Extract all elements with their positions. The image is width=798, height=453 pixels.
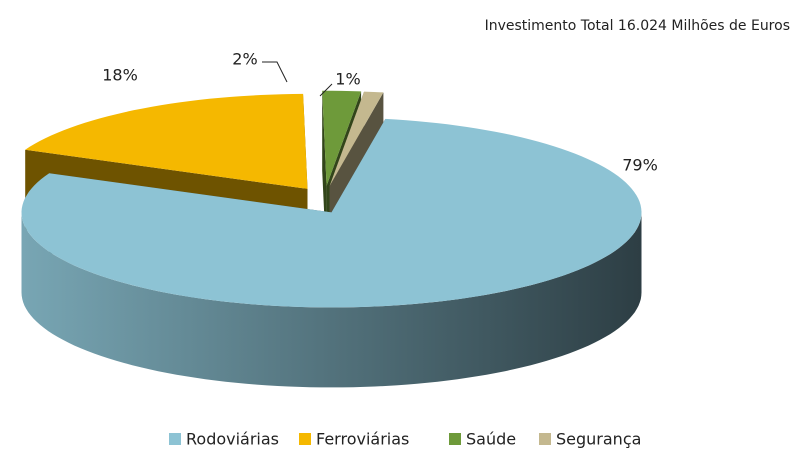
legend-label: Saúde [466, 430, 516, 449]
legend-swatch [449, 433, 461, 445]
leader-line [262, 61, 288, 83]
slice-top [21, 118, 642, 308]
chart-title: Investimento Total 16.024 Milhões de Eur… [485, 18, 790, 34]
legend-label: Rodoviárias [186, 430, 279, 449]
data-label: 2% [232, 50, 257, 69]
data-label: 1% [335, 70, 360, 89]
legend-swatch [539, 433, 551, 445]
slice-top [322, 90, 362, 186]
slice-top [329, 91, 384, 186]
legend-swatch [169, 433, 181, 445]
leader-line [319, 83, 333, 97]
data-label: 18% [102, 66, 138, 85]
slice-top [25, 93, 308, 189]
legend-swatch [299, 433, 311, 445]
legend-label: Segurança [556, 430, 641, 449]
data-label: 79% [622, 156, 658, 175]
slice-side [21, 212, 642, 388]
pie-slice [21, 118, 642, 388]
legend-label: Ferroviárias [316, 430, 409, 449]
